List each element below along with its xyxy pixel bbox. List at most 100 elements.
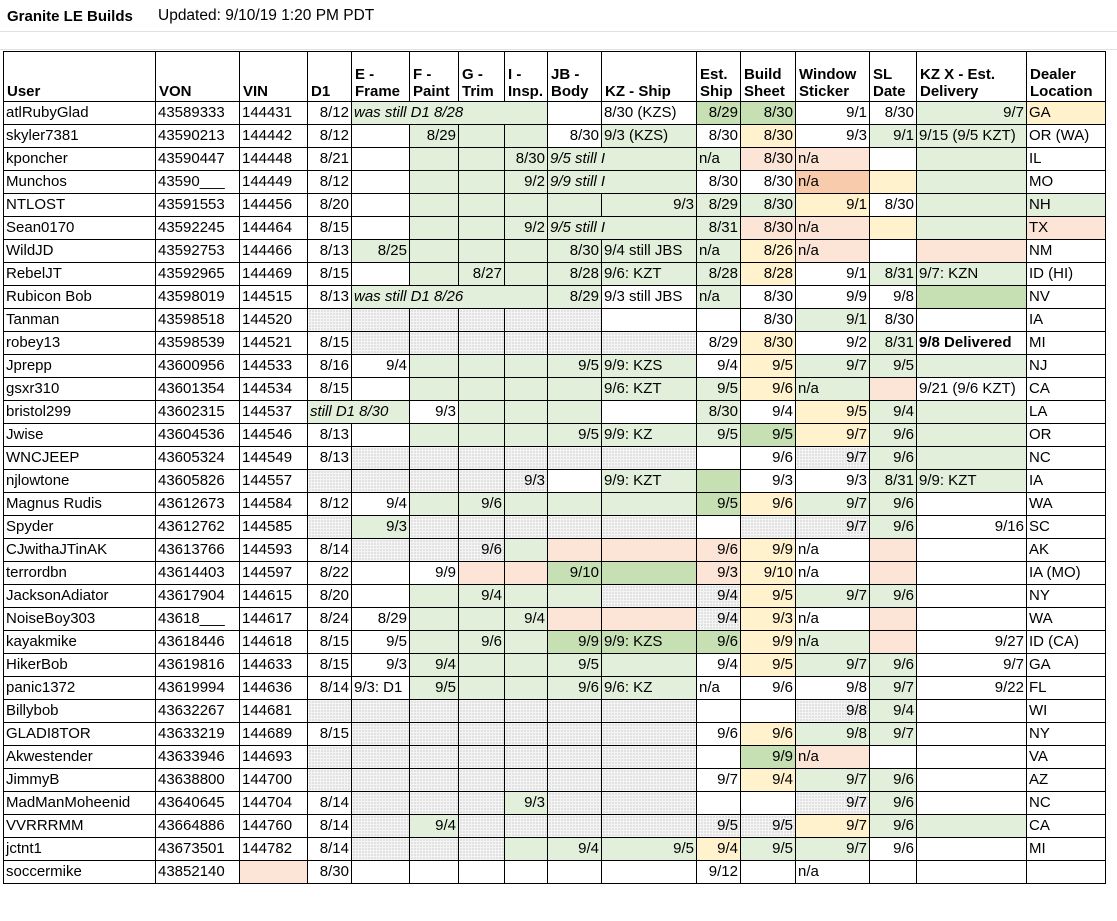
table-cell[interactable]: [916, 400, 1027, 424]
table-cell[interactable]: [504, 745, 548, 769]
table-cell[interactable]: JimmyB: [3, 768, 156, 792]
table-cell[interactable]: [351, 216, 410, 240]
table-cell[interactable]: terrordbn: [3, 561, 156, 585]
table-cell[interactable]: [458, 423, 505, 447]
table-cell[interactable]: [504, 193, 548, 217]
table-cell[interactable]: 144521: [239, 331, 308, 355]
table-cell[interactable]: 9/7: KZN: [916, 262, 1027, 286]
table-cell[interactable]: 9/3: [504, 469, 548, 493]
table-cell[interactable]: 144689: [239, 722, 308, 746]
table-cell[interactable]: [547, 308, 602, 332]
table-cell[interactable]: 9/5: [547, 423, 602, 447]
table-cell[interactable]: [601, 446, 697, 470]
table-cell[interactable]: [504, 860, 548, 884]
table-cell[interactable]: 144534: [239, 377, 308, 401]
table-cell[interactable]: [458, 607, 505, 631]
table-cell[interactable]: [458, 653, 505, 677]
table-cell[interactable]: Tanman: [3, 308, 156, 332]
table-cell[interactable]: [547, 699, 602, 723]
table-cell[interactable]: 43618___: [155, 607, 240, 631]
table-cell[interactable]: 43598518: [155, 308, 240, 332]
table-cell[interactable]: [504, 262, 548, 286]
table-cell[interactable]: [740, 791, 796, 815]
table-cell[interactable]: [601, 814, 697, 838]
table-cell[interactable]: [409, 469, 459, 493]
table-cell[interactable]: [351, 768, 410, 792]
table-cell[interactable]: was still D1 8/28: [351, 101, 548, 125]
table-cell[interactable]: FL: [1026, 676, 1106, 700]
table-cell[interactable]: 9/4: [869, 699, 917, 723]
table-cell[interactable]: [696, 791, 741, 815]
table-cell[interactable]: 9/12: [696, 860, 741, 884]
table-cell[interactable]: [409, 193, 459, 217]
table-cell[interactable]: [458, 124, 505, 148]
column-header[interactable]: SL Date: [869, 51, 917, 102]
table-cell[interactable]: [351, 170, 410, 194]
table-cell[interactable]: [307, 308, 352, 332]
table-cell[interactable]: 9/9: KZT: [916, 469, 1027, 493]
table-cell[interactable]: NH: [1026, 193, 1106, 217]
table-cell[interactable]: TX: [1026, 216, 1106, 240]
table-cell[interactable]: [547, 860, 602, 884]
table-cell[interactable]: WNCJEEP: [3, 446, 156, 470]
table-cell[interactable]: [547, 400, 602, 424]
table-cell[interactable]: NV: [1026, 285, 1106, 309]
table-cell[interactable]: 8/25: [351, 239, 410, 263]
table-cell[interactable]: [916, 561, 1027, 585]
table-cell[interactable]: jctnt1: [3, 837, 156, 861]
table-cell[interactable]: [504, 308, 548, 332]
table-cell[interactable]: 144760: [239, 814, 308, 838]
table-cell[interactable]: 9/5: [696, 377, 741, 401]
table-cell[interactable]: 9/7: [795, 423, 870, 447]
table-cell[interactable]: [458, 768, 505, 792]
table-cell[interactable]: panic1372: [3, 676, 156, 700]
table-cell[interactable]: kayakmike: [3, 630, 156, 654]
table-cell[interactable]: n/a: [795, 745, 870, 769]
table-cell[interactable]: [458, 216, 505, 240]
table-cell[interactable]: 9/7: [869, 722, 917, 746]
table-cell[interactable]: [458, 193, 505, 217]
table-cell[interactable]: [916, 492, 1027, 516]
table-cell[interactable]: VVRRRMM: [3, 814, 156, 838]
table-cell[interactable]: 9/4: [696, 584, 741, 608]
table-cell[interactable]: 144546: [239, 423, 308, 447]
table-cell[interactable]: 9/3: [351, 653, 410, 677]
table-cell[interactable]: [601, 492, 697, 516]
table-cell[interactable]: 9/6: [869, 814, 917, 838]
table-cell[interactable]: [351, 469, 410, 493]
table-cell[interactable]: 8/14: [307, 676, 352, 700]
column-header[interactable]: F - Paint: [409, 51, 459, 102]
table-cell[interactable]: 8/30: [696, 170, 741, 194]
table-cell[interactable]: 43633946: [155, 745, 240, 769]
table-cell[interactable]: 9/6: [740, 722, 796, 746]
table-cell[interactable]: n/a: [795, 607, 870, 631]
table-cell[interactable]: 43612762: [155, 515, 240, 539]
table-cell[interactable]: n/a: [696, 285, 741, 309]
table-cell[interactable]: 9/6: [869, 837, 917, 861]
table-cell[interactable]: CA: [1026, 377, 1106, 401]
table-cell[interactable]: n/a: [696, 239, 741, 263]
table-cell[interactable]: [409, 423, 459, 447]
table-cell[interactable]: 8/31: [869, 331, 917, 355]
table-cell[interactable]: 9/1: [795, 101, 870, 125]
table-cell[interactable]: [458, 239, 505, 263]
table-cell[interactable]: 9/4 still JBS: [601, 239, 697, 263]
table-cell[interactable]: 9/5: [696, 423, 741, 447]
table-cell[interactable]: njlowtone: [3, 469, 156, 493]
table-cell[interactable]: [504, 400, 548, 424]
table-cell[interactable]: IL: [1026, 147, 1106, 171]
table-cell[interactable]: 8/30: [504, 147, 548, 171]
table-cell[interactable]: [504, 446, 548, 470]
table-cell[interactable]: 8/28: [547, 262, 602, 286]
table-cell[interactable]: Billybob: [3, 699, 156, 723]
table-cell[interactable]: 8/15: [307, 216, 352, 240]
table-cell[interactable]: 144681: [239, 699, 308, 723]
table-cell[interactable]: [504, 492, 548, 516]
table-cell[interactable]: [351, 561, 410, 585]
table-cell[interactable]: 9/4: [869, 400, 917, 424]
table-cell[interactable]: robey13: [3, 331, 156, 355]
column-header[interactable]: Build Sheet: [740, 51, 796, 102]
table-cell[interactable]: 8/15: [307, 653, 352, 677]
table-cell[interactable]: [601, 515, 697, 539]
table-cell[interactable]: 8/14: [307, 837, 352, 861]
